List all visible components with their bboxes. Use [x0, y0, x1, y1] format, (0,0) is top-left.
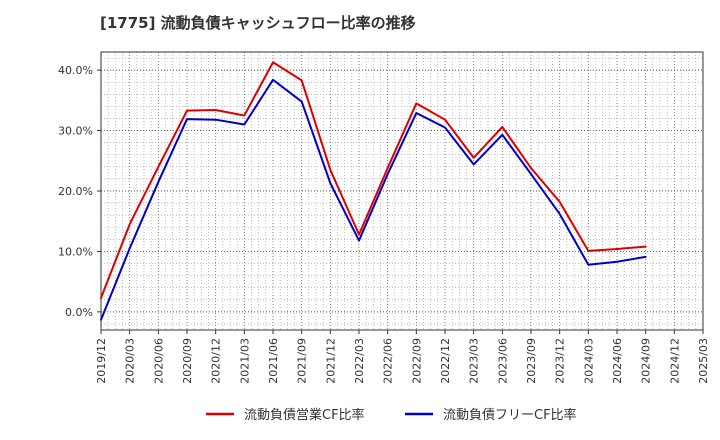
x-tick-label: 2020/03	[124, 338, 137, 384]
x-tick-label: 2025/03	[697, 338, 710, 384]
series-2-point	[587, 264, 589, 266]
y-tick-label: 40.0%	[58, 64, 93, 77]
series-2-point	[329, 182, 331, 184]
series-2-point	[501, 134, 503, 136]
series-2-point	[444, 127, 446, 129]
x-tick-label: 2023/12	[554, 338, 567, 384]
series-1-point	[415, 102, 417, 104]
series-layer	[100, 61, 647, 321]
series-1-point	[616, 248, 618, 250]
series-2-point	[243, 124, 245, 126]
x-tick-label: 2024/06	[611, 338, 624, 384]
series-2-point	[272, 79, 274, 81]
x-tick-label: 2024/09	[640, 338, 653, 384]
series-1-point	[387, 167, 389, 169]
series-2-point	[530, 173, 532, 175]
x-tick-label: 2021/06	[267, 338, 280, 384]
legend-label-1: 流動負債営業CF比率	[244, 407, 365, 423]
series-1-point	[444, 119, 446, 121]
series-1-point	[215, 109, 217, 111]
x-tick-label: 2020/06	[152, 338, 165, 384]
y-tick-label: 30.0%	[58, 125, 93, 138]
series-line-2	[100, 78, 647, 321]
x-tick-label: 2022/12	[439, 338, 452, 384]
series-2-point	[559, 213, 561, 215]
series-1-point	[329, 169, 331, 171]
series-2-point	[358, 240, 360, 242]
series-1-point	[100, 297, 102, 299]
y-tick-label: 20.0%	[58, 185, 93, 198]
series-1-point	[272, 61, 274, 63]
series-1-point	[559, 201, 561, 203]
x-tick-label: 2024/03	[582, 338, 595, 384]
legend-label-2: 流動負債フリーCF比率	[443, 407, 577, 423]
series-1-point	[157, 166, 159, 168]
x-tick-label: 2022/09	[410, 338, 423, 384]
series-2-point	[100, 319, 102, 321]
x-tick-label: 2023/03	[468, 338, 481, 384]
axis-layer: 0.0% 10.0% 20.0% 30.0% 40.0% 2019/12 2020/03 20…	[58, 51, 710, 384]
series-2-point	[387, 173, 389, 175]
y-tick-label: 0.0%	[65, 306, 93, 319]
series-1-point	[301, 79, 303, 81]
x-tick-label: 2020/09	[181, 338, 194, 384]
series-1-point	[129, 223, 131, 225]
series-1-point	[645, 246, 647, 248]
series-1-point	[243, 114, 245, 116]
legend: 流動負債営業CF比率 流動負債フリーCF比率	[206, 407, 577, 423]
series-2-point	[215, 119, 217, 121]
x-tick-label: 2023/06	[496, 338, 509, 384]
grid-layer	[100, 52, 704, 330]
series-2-point	[301, 101, 303, 103]
x-tick-label: 2021/12	[324, 338, 337, 384]
series-1-point	[530, 167, 532, 169]
x-tick-label: 2022/03	[353, 338, 366, 384]
x-tick-label: 2021/03	[238, 338, 251, 384]
series-1-point	[473, 157, 475, 159]
series-2-point	[473, 163, 475, 165]
series-1-point	[186, 110, 188, 112]
x-tick-label: 2020/12	[210, 338, 223, 384]
series-2-point	[129, 247, 131, 249]
series-1-point	[501, 126, 503, 128]
x-tick-label: 2023/09	[525, 338, 538, 384]
chart-title: [1775] 流動負債キャッシュフロー比率の推移	[100, 14, 416, 32]
y-tick-label: 10.0%	[58, 245, 93, 258]
series-2-point	[415, 112, 417, 114]
series-2-point	[616, 261, 618, 263]
series-1-point	[358, 234, 360, 236]
series-2-point	[157, 181, 159, 183]
x-tick-label: 2024/12	[668, 338, 681, 384]
series-2-point	[186, 118, 188, 120]
x-tick-label: 2021/09	[296, 338, 309, 384]
series-1-point	[587, 250, 589, 252]
x-tick-label: 2019/12	[95, 338, 108, 384]
series-line-1	[100, 61, 647, 299]
series-2-point	[645, 256, 647, 258]
x-tick-label: 2022/06	[382, 338, 395, 384]
